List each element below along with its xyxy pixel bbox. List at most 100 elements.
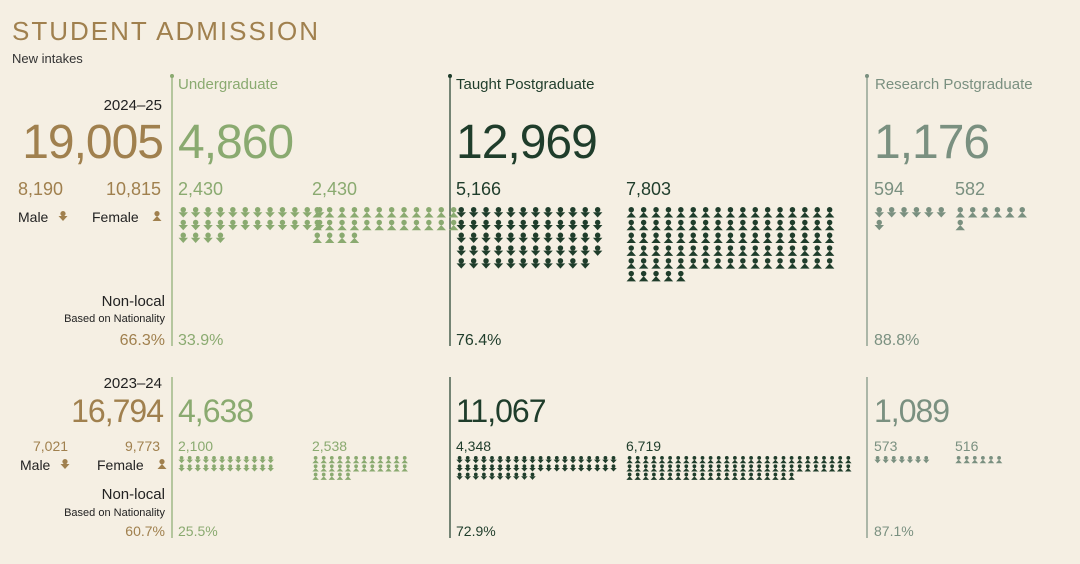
- female-icon: [812, 250, 822, 256]
- head: [506, 456, 511, 460]
- programme-total: 11,067: [456, 393, 546, 429]
- head: [582, 207, 588, 213]
- male-icon: [228, 225, 238, 231]
- male-icon: [218, 467, 226, 472]
- female-icon: [955, 459, 962, 464]
- head: [532, 245, 539, 251]
- female-icon: [638, 250, 649, 256]
- female-icon: [845, 459, 852, 464]
- head: [376, 207, 382, 213]
- head: [545, 258, 551, 264]
- male-icon: [243, 459, 250, 464]
- head: [279, 207, 286, 213]
- female-icon: [638, 276, 649, 282]
- female-icon: [713, 263, 723, 269]
- head: [777, 207, 783, 213]
- male-icon: [480, 476, 488, 480]
- female-icon: [324, 212, 335, 218]
- female-icon: [836, 467, 844, 472]
- head: [752, 232, 758, 239]
- male-icon-array: [456, 456, 617, 480]
- female-icon: [666, 459, 674, 464]
- female-icon: [775, 263, 785, 269]
- head: [260, 456, 265, 460]
- head: [557, 232, 564, 239]
- head: [715, 232, 721, 239]
- head: [640, 270, 647, 277]
- female-icon: [663, 212, 674, 218]
- head: [508, 219, 514, 226]
- female-icon: [800, 237, 810, 244]
- head: [204, 456, 208, 460]
- head: [483, 258, 489, 264]
- male-icon: [898, 459, 906, 464]
- female-icon: [764, 476, 771, 480]
- head: [805, 464, 810, 469]
- male-icon: [602, 459, 609, 464]
- female-icon: [337, 225, 347, 231]
- male-icon: [252, 212, 263, 218]
- female-icon: [393, 459, 400, 464]
- male-icon: [886, 212, 897, 218]
- head: [690, 258, 696, 264]
- female-icon: [312, 459, 319, 464]
- head: [346, 456, 350, 460]
- head: [603, 456, 608, 460]
- female-icon: [626, 459, 633, 464]
- female-icon: [401, 467, 408, 472]
- head: [520, 219, 526, 226]
- male-icon: [468, 263, 479, 269]
- head: [338, 472, 342, 477]
- female-icon: [772, 467, 779, 472]
- female-icon: [638, 212, 649, 218]
- male-icon: [555, 237, 566, 244]
- head: [205, 232, 211, 239]
- head: [458, 258, 464, 264]
- head: [692, 472, 697, 477]
- female-icon: [725, 250, 736, 256]
- programme-header: Undergraduate: [178, 76, 278, 93]
- head: [665, 232, 672, 239]
- female-count: 2,538: [312, 438, 347, 454]
- head: [838, 456, 843, 460]
- female-icon: [436, 225, 446, 231]
- female-icon: [377, 459, 384, 464]
- head: [627, 456, 632, 460]
- head: [678, 232, 684, 239]
- male-icon: [481, 263, 491, 269]
- head: [530, 456, 535, 460]
- head: [653, 258, 659, 264]
- head: [457, 464, 462, 469]
- head: [426, 219, 432, 226]
- female-icon: [312, 212, 322, 218]
- female-total: 9,773: [125, 438, 160, 454]
- male-icon: [186, 467, 193, 472]
- head: [708, 472, 713, 477]
- head: [678, 245, 684, 251]
- male-icon: [506, 237, 516, 244]
- head: [582, 232, 588, 239]
- head: [652, 464, 656, 469]
- head: [700, 456, 705, 460]
- head: [789, 219, 796, 226]
- head: [530, 472, 535, 477]
- female-icon: [787, 212, 798, 218]
- female-icon: [836, 459, 844, 464]
- female-icon: [638, 263, 649, 269]
- female-icon: [747, 459, 755, 464]
- head: [716, 456, 721, 460]
- female-icon: [349, 212, 360, 218]
- head: [394, 464, 399, 469]
- female-icon: [820, 459, 828, 464]
- female-icon: [688, 250, 698, 256]
- head: [321, 456, 326, 460]
- head: [676, 456, 681, 460]
- head: [236, 456, 241, 460]
- female-icon: [352, 467, 360, 472]
- head: [506, 464, 511, 469]
- male-icon: [190, 225, 201, 231]
- male-icon: [481, 212, 491, 218]
- head: [594, 232, 601, 239]
- female-icon: [651, 276, 661, 282]
- nonlocal-label: Non-local: [102, 293, 165, 310]
